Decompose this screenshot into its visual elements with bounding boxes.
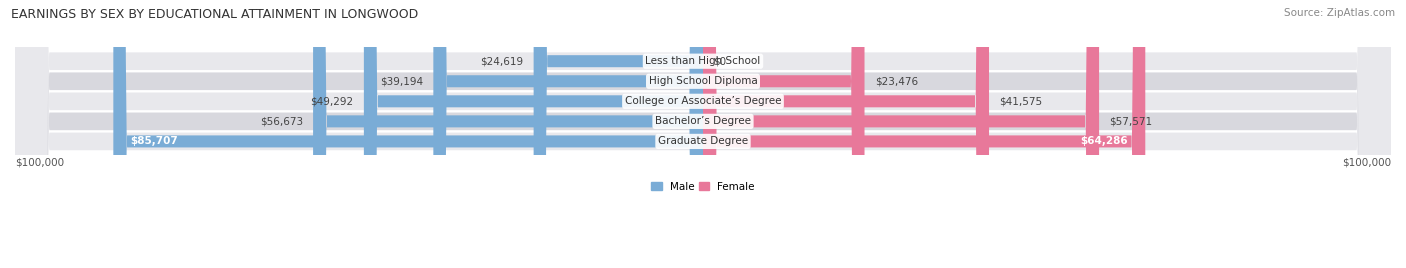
FancyBboxPatch shape — [433, 0, 703, 268]
FancyBboxPatch shape — [15, 0, 1391, 268]
FancyBboxPatch shape — [364, 0, 703, 268]
Text: $24,619: $24,619 — [481, 56, 523, 66]
Text: $41,575: $41,575 — [1000, 96, 1042, 106]
Text: Bachelor’s Degree: Bachelor’s Degree — [655, 116, 751, 126]
FancyBboxPatch shape — [15, 0, 1391, 268]
Text: $100,000: $100,000 — [1341, 158, 1391, 168]
FancyBboxPatch shape — [15, 0, 1391, 268]
Text: $85,707: $85,707 — [131, 136, 179, 146]
Text: $57,571: $57,571 — [1109, 116, 1153, 126]
Text: $100,000: $100,000 — [15, 158, 65, 168]
FancyBboxPatch shape — [703, 0, 988, 268]
FancyBboxPatch shape — [15, 0, 1391, 268]
Text: $23,476: $23,476 — [875, 76, 918, 86]
Text: High School Diploma: High School Diploma — [648, 76, 758, 86]
Text: $0: $0 — [713, 56, 727, 66]
Text: $64,286: $64,286 — [1080, 136, 1128, 146]
Text: Less than High School: Less than High School — [645, 56, 761, 66]
Text: $39,194: $39,194 — [380, 76, 423, 86]
Text: College or Associate’s Degree: College or Associate’s Degree — [624, 96, 782, 106]
FancyBboxPatch shape — [314, 0, 703, 268]
FancyBboxPatch shape — [703, 0, 1146, 268]
FancyBboxPatch shape — [15, 0, 1391, 268]
FancyBboxPatch shape — [534, 0, 703, 268]
FancyBboxPatch shape — [703, 0, 1099, 268]
FancyBboxPatch shape — [703, 0, 865, 268]
Text: Source: ZipAtlas.com: Source: ZipAtlas.com — [1284, 8, 1395, 18]
Text: $49,292: $49,292 — [311, 96, 353, 106]
Legend: Male, Female: Male, Female — [647, 177, 759, 196]
Text: EARNINGS BY SEX BY EDUCATIONAL ATTAINMENT IN LONGWOOD: EARNINGS BY SEX BY EDUCATIONAL ATTAINMEN… — [11, 8, 419, 21]
FancyBboxPatch shape — [114, 0, 703, 268]
Text: $56,673: $56,673 — [260, 116, 302, 126]
Text: Graduate Degree: Graduate Degree — [658, 136, 748, 146]
